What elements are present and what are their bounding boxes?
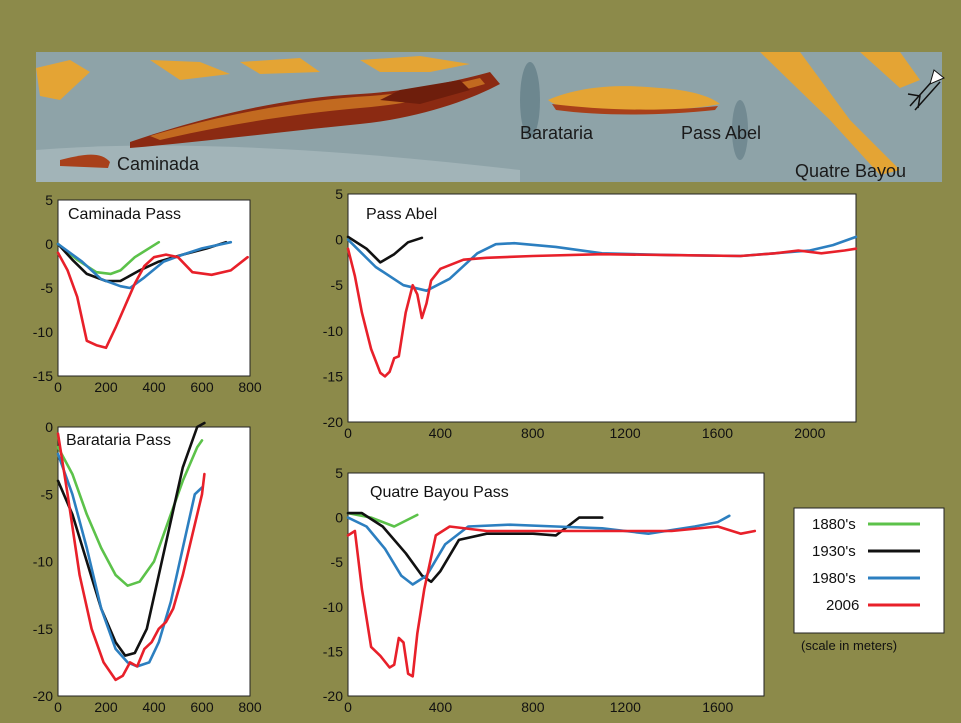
y-tick-label: -10 — [33, 554, 53, 570]
y-tick-label: -15 — [33, 621, 53, 637]
y-tick-label: -5 — [331, 554, 344, 570]
series-line-1980s — [346, 514, 731, 586]
y-tick-label: -10 — [323, 599, 343, 615]
legend-label-1930s: 1930's — [812, 543, 856, 560]
series-line-1880s — [56, 240, 161, 276]
x-tick-label: 1200 — [610, 699, 641, 715]
x-tick-label: 200 — [94, 379, 118, 395]
y-tick-label: -20 — [323, 688, 343, 704]
series-line-2006 — [56, 432, 206, 682]
map-label-caminada: Caminada — [117, 154, 200, 174]
x-tick-label: 800 — [238, 379, 262, 395]
map-panel: Caminada Barataria Pass Abel Quatre Bayo… — [36, 52, 945, 182]
x-tick-label: 200 — [94, 699, 118, 715]
y-tick-label: -20 — [33, 688, 53, 704]
series-line-1930s — [346, 511, 604, 584]
y-tick-label: 5 — [335, 186, 343, 202]
x-tick-label: 1200 — [610, 425, 641, 441]
y-tick-label: 0 — [45, 236, 53, 252]
east-marsh-1 — [760, 52, 900, 175]
chart-title: Caminada Pass — [68, 206, 181, 223]
plot-area — [57, 199, 251, 377]
map-label-barataria: Barataria — [520, 123, 594, 143]
chart-caminada-pass: Caminada Pass 0 200 400 600 800 5 0 -5 -10 -15 — [33, 192, 262, 395]
x-tick-label: 800 — [238, 699, 262, 715]
y-tick-label: 5 — [335, 465, 343, 481]
barataria-channel — [520, 62, 540, 138]
north-marsh-2 — [240, 58, 320, 74]
chart-title: Quatre Bayou Pass — [370, 484, 509, 501]
map-label-quatre-bayou: Quatre Bayou — [795, 161, 906, 181]
x-tick-label: 800 — [521, 425, 545, 441]
chart-title: Barataria Pass — [66, 432, 171, 449]
west-beach — [60, 154, 110, 168]
series-line-2006 — [346, 247, 858, 378]
map-shallow-water — [36, 145, 520, 182]
x-tick-label: 400 — [142, 699, 166, 715]
chart-title: Pass Abel — [366, 206, 437, 223]
y-tick-label: 0 — [335, 510, 343, 526]
north-arrow-icon — [907, 69, 945, 111]
legend: 1880's 1930's 1980's 2006 (scale in mete… — [793, 507, 945, 653]
pass-abel-channel — [732, 100, 748, 160]
legend-label-2006: 2006 — [826, 597, 859, 614]
y-tick-label: 0 — [335, 232, 343, 248]
x-tick-label: 1600 — [702, 699, 733, 715]
series-line-1880s — [56, 439, 204, 588]
map-label-pass-abel: Pass Abel — [681, 123, 761, 143]
x-tick-label: 800 — [521, 699, 545, 715]
x-tick-label: 0 — [54, 379, 62, 395]
west-marsh — [36, 60, 90, 100]
x-tick-label: 400 — [142, 379, 166, 395]
series-line-1930s — [346, 235, 424, 264]
chart-pass-abel: Pass Abel 0 400 800 1200 1600 2000 5 0 -5 -10 -15 -2… — [323, 186, 858, 441]
x-tick-label: 400 — [429, 425, 453, 441]
east-marsh-2 — [860, 52, 920, 88]
north-marsh-3 — [360, 56, 470, 72]
grand-isle-town — [380, 80, 470, 104]
legend-label-1880s: 1880's — [812, 516, 856, 533]
chart-quatre-bayou-pass: Quatre Bayou Pass 0 400 800 1200 1600 5 0 -5 -10 -… — [323, 465, 765, 715]
series-line-2006 — [346, 525, 757, 678]
y-tick-label: -15 — [323, 368, 343, 384]
y-tick-label: -15 — [323, 643, 343, 659]
y-tick-label: -5 — [331, 277, 344, 293]
plot-area — [347, 193, 857, 423]
x-tick-label: 0 — [344, 699, 352, 715]
x-tick-label: 2000 — [794, 425, 825, 441]
x-tick-label: 600 — [190, 699, 214, 715]
x-tick-label: 1600 — [702, 425, 733, 441]
x-tick-label: 600 — [190, 379, 214, 395]
y-tick-label: -20 — [323, 414, 343, 430]
legend-label-1980s: 1980's — [812, 570, 856, 587]
y-tick-label: -10 — [323, 323, 343, 339]
series-line-1880s — [346, 511, 419, 528]
y-tick-label: -5 — [41, 486, 54, 502]
y-tick-label: -10 — [33, 324, 53, 340]
y-tick-label: 5 — [45, 192, 53, 208]
x-tick-label: 400 — [429, 699, 453, 715]
grand-terre-island — [548, 86, 720, 111]
y-tick-label: -5 — [41, 280, 54, 296]
legend-box — [793, 507, 945, 634]
north-marsh-1 — [150, 60, 230, 80]
series-line-1980s — [56, 240, 233, 290]
plot-area — [347, 472, 765, 697]
chart-barataria-pass: Barataria Pass 0 200 400 600 800 0 -5 -10 -15 -20 — [33, 419, 262, 715]
x-tick-label: 0 — [344, 425, 352, 441]
grand-terre-beach — [552, 104, 718, 115]
x-tick-label: 0 — [54, 699, 62, 715]
series-line-1930s — [56, 421, 206, 657]
scale-note: (scale in meters) — [801, 638, 897, 653]
series-line-2006 — [56, 251, 249, 350]
y-tick-label: -15 — [33, 368, 53, 384]
y-tick-label: 0 — [45, 419, 53, 435]
